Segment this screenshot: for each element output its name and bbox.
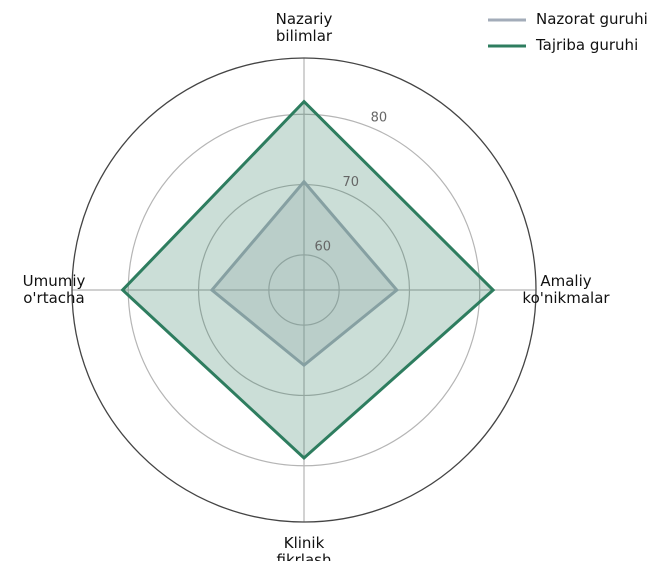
series-area [122, 101, 494, 459]
axis-label: Umumiy o'rtacha [22, 272, 86, 307]
r-tick-label: 80 [371, 110, 388, 125]
series-line [209, 179, 399, 368]
axis-label: Amaliy ko'nikmalar [522, 272, 610, 307]
series-line [120, 99, 496, 461]
outer-spine [71, 57, 537, 523]
axis-label: Nazariy bilimlar [275, 10, 333, 45]
r-tick-label: 60 [315, 239, 332, 254]
legend-label: Nazorat guruhi [536, 10, 648, 28]
axis-label: Klinik fikrlash [276, 534, 332, 561]
r-tick-label: 70 [343, 175, 360, 190]
legend-label: Tajriba guruhi [536, 36, 639, 54]
series-area [211, 181, 397, 366]
